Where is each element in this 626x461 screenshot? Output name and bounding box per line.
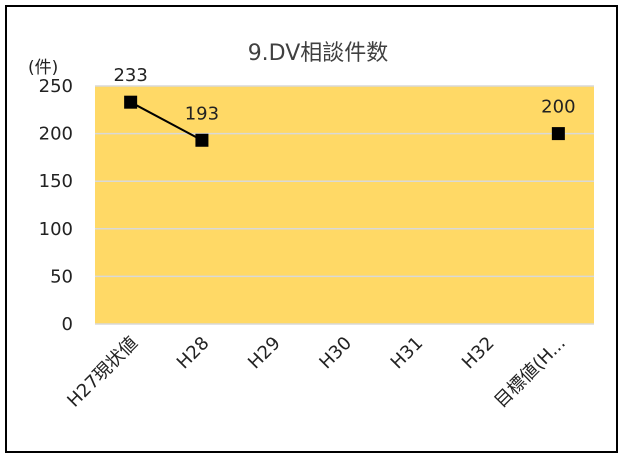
x-tick-label: H29 — [244, 333, 285, 374]
plot-area — [95, 86, 594, 324]
data-point-marker — [551, 127, 565, 141]
y-tick-label: 100 — [39, 219, 73, 240]
x-tick-label: H27現状値 — [63, 333, 142, 412]
series-line — [130, 101, 203, 142]
y-tick-label: 50 — [50, 266, 73, 287]
chart-title: 9.DV相談件数 — [248, 41, 389, 66]
y-tick-label: 250 — [39, 76, 73, 97]
y-tick-label: 200 — [39, 124, 73, 145]
y-tick-label: 150 — [39, 171, 73, 192]
data-point-marker — [124, 95, 138, 109]
y-unit-label: (件) — [28, 58, 58, 78]
x-tick-label: 目標値(H... — [490, 333, 569, 412]
data-label: 200 — [541, 97, 575, 118]
data-point-marker — [195, 133, 209, 147]
data-label: 233 — [113, 65, 147, 86]
data-label: 193 — [185, 103, 219, 124]
x-tick-label: H31 — [387, 333, 428, 374]
x-tick-label: H28 — [173, 333, 214, 374]
x-tick-label: H32 — [458, 333, 499, 374]
x-tick-label: H30 — [315, 333, 356, 374]
y-tick-label: 0 — [62, 314, 73, 335]
